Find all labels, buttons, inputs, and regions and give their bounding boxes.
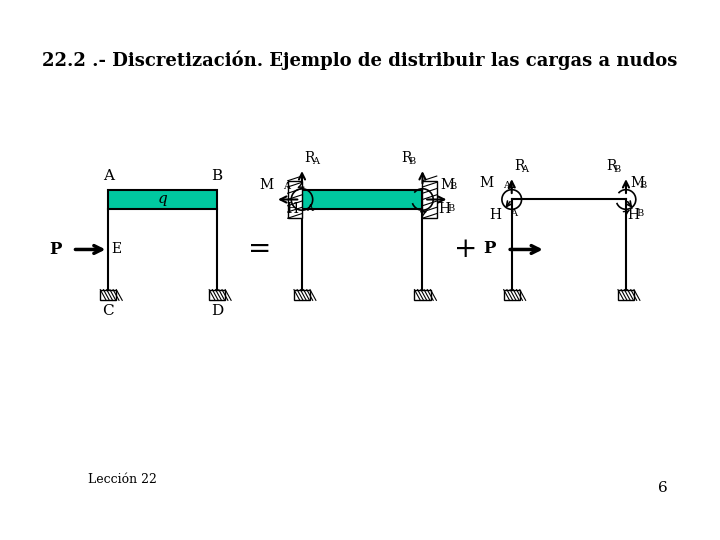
Polygon shape [618, 289, 634, 300]
Text: P: P [483, 240, 495, 257]
FancyBboxPatch shape [302, 190, 423, 210]
Text: A: A [510, 210, 517, 218]
Text: E: E [111, 242, 121, 256]
Text: M: M [480, 177, 494, 191]
Text: 6: 6 [658, 481, 668, 495]
Text: M: M [441, 178, 454, 192]
Text: B: B [212, 170, 222, 184]
Text: R: R [401, 151, 411, 165]
Text: Lección 22: Lección 22 [88, 473, 157, 486]
Text: A: A [312, 158, 319, 166]
Text: H: H [628, 207, 640, 221]
Text: A: A [307, 204, 313, 213]
Polygon shape [210, 289, 225, 300]
Text: A: A [521, 165, 528, 174]
Text: M: M [631, 177, 644, 191]
Polygon shape [100, 289, 117, 300]
Text: R: R [606, 159, 617, 173]
Text: H: H [438, 202, 451, 216]
Text: C: C [102, 304, 114, 318]
FancyBboxPatch shape [108, 190, 217, 210]
Text: B: B [636, 210, 644, 218]
Text: B: B [447, 204, 455, 213]
Text: B: B [613, 165, 621, 174]
Polygon shape [288, 181, 302, 218]
Text: B: B [639, 181, 647, 190]
Text: M: M [259, 178, 274, 192]
Text: 22.2 .- Discretización. Ejemplo de distribuir las cargas a nudos: 22.2 .- Discretización. Ejemplo de distr… [42, 51, 678, 70]
Text: +: + [454, 236, 477, 263]
Text: A: A [103, 170, 114, 184]
Text: R: R [305, 151, 315, 165]
Text: B: B [408, 158, 415, 166]
Text: =: = [248, 236, 271, 263]
Polygon shape [294, 289, 310, 300]
Polygon shape [423, 181, 437, 218]
Text: R: R [514, 159, 525, 173]
Polygon shape [504, 289, 520, 300]
Text: P: P [50, 241, 62, 258]
Text: q: q [158, 192, 168, 206]
Text: A: A [503, 181, 510, 190]
Text: D: D [211, 304, 223, 318]
Text: B: B [449, 183, 456, 192]
Polygon shape [415, 289, 431, 300]
Text: H: H [489, 207, 501, 221]
Text: H: H [287, 202, 298, 216]
Text: A: A [283, 183, 290, 192]
